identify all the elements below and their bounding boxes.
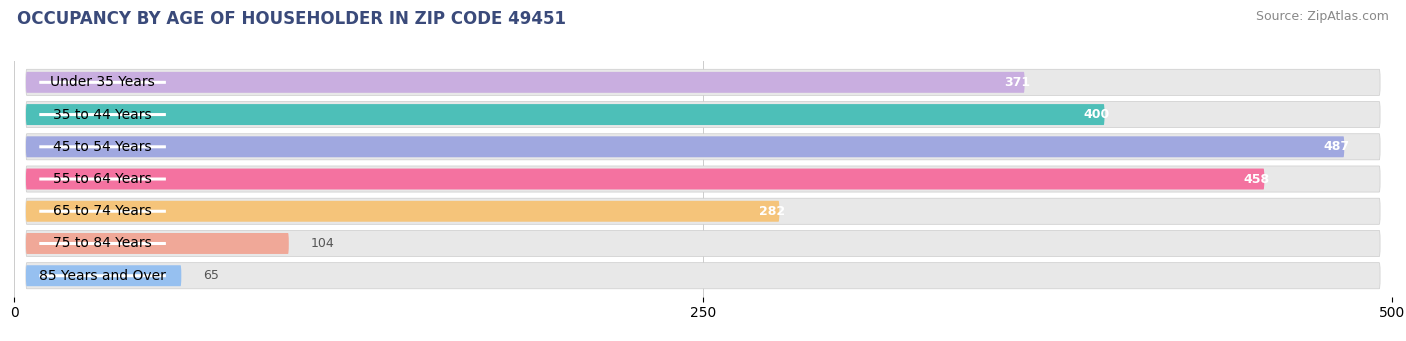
FancyBboxPatch shape bbox=[25, 136, 1344, 157]
FancyBboxPatch shape bbox=[25, 69, 1381, 95]
FancyBboxPatch shape bbox=[25, 102, 1381, 128]
FancyBboxPatch shape bbox=[25, 231, 1381, 256]
FancyBboxPatch shape bbox=[39, 242, 166, 245]
FancyBboxPatch shape bbox=[39, 210, 166, 213]
Text: 55 to 64 Years: 55 to 64 Years bbox=[53, 172, 152, 186]
Text: 104: 104 bbox=[311, 237, 335, 250]
Text: OCCUPANCY BY AGE OF HOUSEHOLDER IN ZIP CODE 49451: OCCUPANCY BY AGE OF HOUSEHOLDER IN ZIP C… bbox=[17, 10, 565, 28]
Text: 85 Years and Over: 85 Years and Over bbox=[39, 269, 166, 283]
FancyBboxPatch shape bbox=[25, 166, 1381, 192]
Text: 65: 65 bbox=[204, 269, 219, 282]
Text: Source: ZipAtlas.com: Source: ZipAtlas.com bbox=[1256, 10, 1389, 23]
FancyBboxPatch shape bbox=[39, 178, 166, 180]
Text: 35 to 44 Years: 35 to 44 Years bbox=[53, 107, 152, 121]
FancyBboxPatch shape bbox=[25, 134, 1381, 160]
FancyBboxPatch shape bbox=[25, 72, 1025, 93]
FancyBboxPatch shape bbox=[25, 233, 288, 254]
FancyBboxPatch shape bbox=[25, 168, 1264, 190]
Text: 65 to 74 Years: 65 to 74 Years bbox=[53, 204, 152, 218]
FancyBboxPatch shape bbox=[39, 113, 166, 116]
Text: Under 35 Years: Under 35 Years bbox=[51, 75, 155, 89]
FancyBboxPatch shape bbox=[25, 104, 1105, 125]
Text: 75 to 84 Years: 75 to 84 Years bbox=[53, 237, 152, 251]
FancyBboxPatch shape bbox=[39, 145, 166, 148]
FancyBboxPatch shape bbox=[25, 198, 1381, 224]
Text: 45 to 54 Years: 45 to 54 Years bbox=[53, 140, 152, 154]
Text: 371: 371 bbox=[1004, 76, 1031, 89]
Text: 458: 458 bbox=[1244, 173, 1270, 186]
FancyBboxPatch shape bbox=[25, 201, 779, 222]
FancyBboxPatch shape bbox=[39, 274, 166, 277]
Text: 282: 282 bbox=[759, 205, 785, 218]
Text: 400: 400 bbox=[1084, 108, 1111, 121]
Text: 487: 487 bbox=[1323, 140, 1350, 153]
FancyBboxPatch shape bbox=[25, 263, 1381, 289]
FancyBboxPatch shape bbox=[25, 265, 181, 286]
FancyBboxPatch shape bbox=[39, 81, 166, 84]
